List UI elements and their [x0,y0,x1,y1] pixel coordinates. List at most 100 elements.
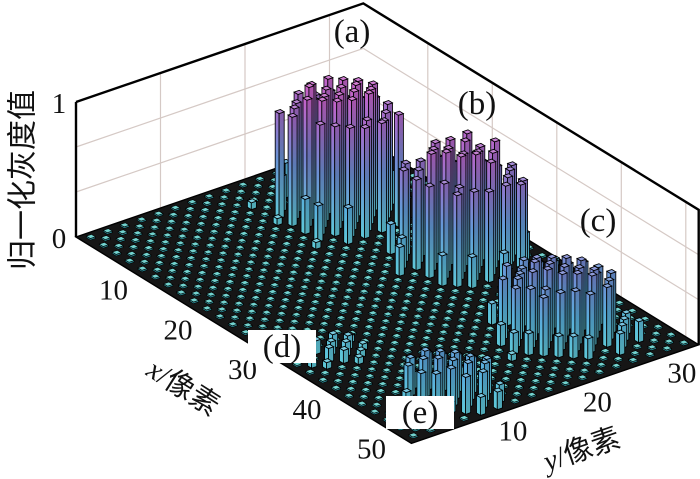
bar-right-shade [497,390,503,410]
bar-right-shade [471,256,477,289]
floor-bar-top [224,279,236,284]
floor-bar-top [386,297,398,303]
floor-bar-top [579,367,590,373]
floor-bar-top [304,369,316,374]
bar-top-face [321,358,333,364]
bar-field [85,74,690,439]
floor-bar-top [259,316,270,322]
bar-top-face [447,356,459,362]
floor-bar-top [581,360,592,366]
floor-bar-top [493,347,505,353]
floor-bar-top [545,379,556,385]
floor-bar-top [408,432,419,438]
bar-top-face [529,258,541,264]
floor-bar-top [434,343,445,349]
bar-top-face [327,330,339,336]
wall-gridline [75,47,364,148]
floor-bar-top [293,305,304,310]
bar-top-face [460,372,472,378]
floor-bar-top [306,312,317,318]
floor-bar-top [389,340,400,345]
bar-top-face [352,77,364,83]
floor-bar-top [418,292,429,298]
bar-right-shade [587,337,593,360]
floor-bar-top [175,240,186,246]
floor-bar-top [395,319,406,325]
floor-bar-top [153,210,164,216]
floor-bar-top [212,215,224,220]
floor-bar-top [332,272,344,278]
bar-top-face [413,166,425,172]
floor-bar-top [598,354,609,360]
floor-bar-top [181,219,192,225]
bar-left-face [394,244,400,278]
floor-bar-top [213,264,225,270]
floor-bar-top [383,255,395,261]
bar-top-face [459,137,471,143]
bar-right-shade [399,245,405,277]
floor-bar-top [229,209,241,215]
bar-top-face [437,251,448,257]
bar-right-shade [441,254,447,287]
floor-bar-top [237,181,249,187]
bar-top-face [426,149,438,155]
floor-bar-top [180,275,191,281]
floor-bar-top [355,246,367,252]
floor-bar-top [391,333,402,338]
floor-bar-top [124,257,135,263]
bar-top-face [502,173,514,179]
floor-bar-top [216,306,228,312]
floor-bar-top [289,318,300,324]
bar-top-face [487,148,499,154]
bar-left-face [553,333,559,359]
bar-top-face [461,129,473,135]
floor-bar-top [560,380,571,386]
bar-top-face [538,293,550,299]
floor-bar-top [351,260,363,265]
floor-bar-top [201,200,213,206]
floor-bar-top [627,357,639,362]
floor-bar-top [167,267,178,273]
floor-bar-top [272,324,283,330]
floor-bar-top [369,303,381,309]
floor-bar-top [203,193,215,199]
floor-bar-top [252,288,263,293]
floor-bar-top [594,368,605,374]
floor-bar-top [543,386,554,391]
bar-top-face [470,150,482,156]
floor-bar-top [297,291,308,297]
bar-top-face [567,332,579,338]
bar-left-face [385,221,391,256]
floor-bar-top [261,309,272,315]
floor-bar-top [223,229,235,235]
floor-bar-top [134,223,145,229]
floor-bar-top [218,299,230,305]
bar-left-face [496,322,501,348]
floor-bar-top [420,286,431,291]
floor-bar-top [279,247,290,253]
floor-bar-top [333,321,345,327]
floor-bar-top [458,415,470,420]
floor-bar-top [233,300,245,306]
bar-right-shade [347,206,353,245]
floor-bar-top [433,294,444,299]
bar-right-shade [416,178,422,271]
floor-bar-top [442,315,453,321]
floor-bar-top [295,298,306,304]
bar-left-face [377,120,382,234]
bar-left-face [634,318,639,344]
floor-bar-top [260,260,271,266]
floor-bar-top [318,320,330,326]
floor-bar-top [521,356,533,362]
floor-bar-top [375,282,387,288]
bar-top-face [559,262,571,268]
bar-top-face [542,265,554,271]
floor-bar-top [283,234,294,240]
floor-bar-top [360,281,372,287]
bar-right-shade [520,183,526,278]
floor-bar-top [158,246,169,252]
y-tick-label: 10 [498,415,527,447]
floor-bar-top [298,235,309,241]
floor-bar-top [185,255,197,261]
bar-top-face [342,203,354,209]
